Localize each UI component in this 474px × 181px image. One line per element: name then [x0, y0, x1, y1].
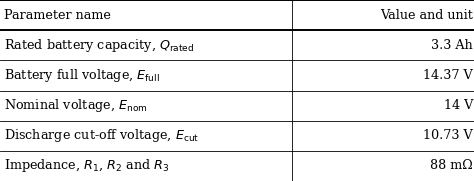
Text: 10.73 V: 10.73 V [423, 129, 473, 142]
Text: Nominal voltage, $E_\mathrm{nom}$: Nominal voltage, $E_\mathrm{nom}$ [4, 97, 147, 114]
Text: 3.3 Ah: 3.3 Ah [431, 39, 473, 52]
Text: 14 V: 14 V [444, 99, 473, 112]
Text: Battery full voltage, $E_\mathrm{full}$: Battery full voltage, $E_\mathrm{full}$ [4, 67, 160, 84]
Text: Discharge cut-off voltage, $E_\mathrm{cut}$: Discharge cut-off voltage, $E_\mathrm{cu… [4, 127, 199, 144]
Text: Parameter name: Parameter name [4, 9, 110, 22]
Text: 88 mΩ: 88 mΩ [430, 159, 473, 172]
Text: Rated battery capacity, $Q_\mathrm{rated}$: Rated battery capacity, $Q_\mathrm{rated… [4, 37, 194, 54]
Text: Value and unit: Value and unit [380, 9, 473, 22]
Text: 14.37 V: 14.37 V [423, 69, 473, 82]
Text: Impedance, $R_1$, $R_2$ and $R_3$: Impedance, $R_1$, $R_2$ and $R_3$ [4, 157, 169, 174]
